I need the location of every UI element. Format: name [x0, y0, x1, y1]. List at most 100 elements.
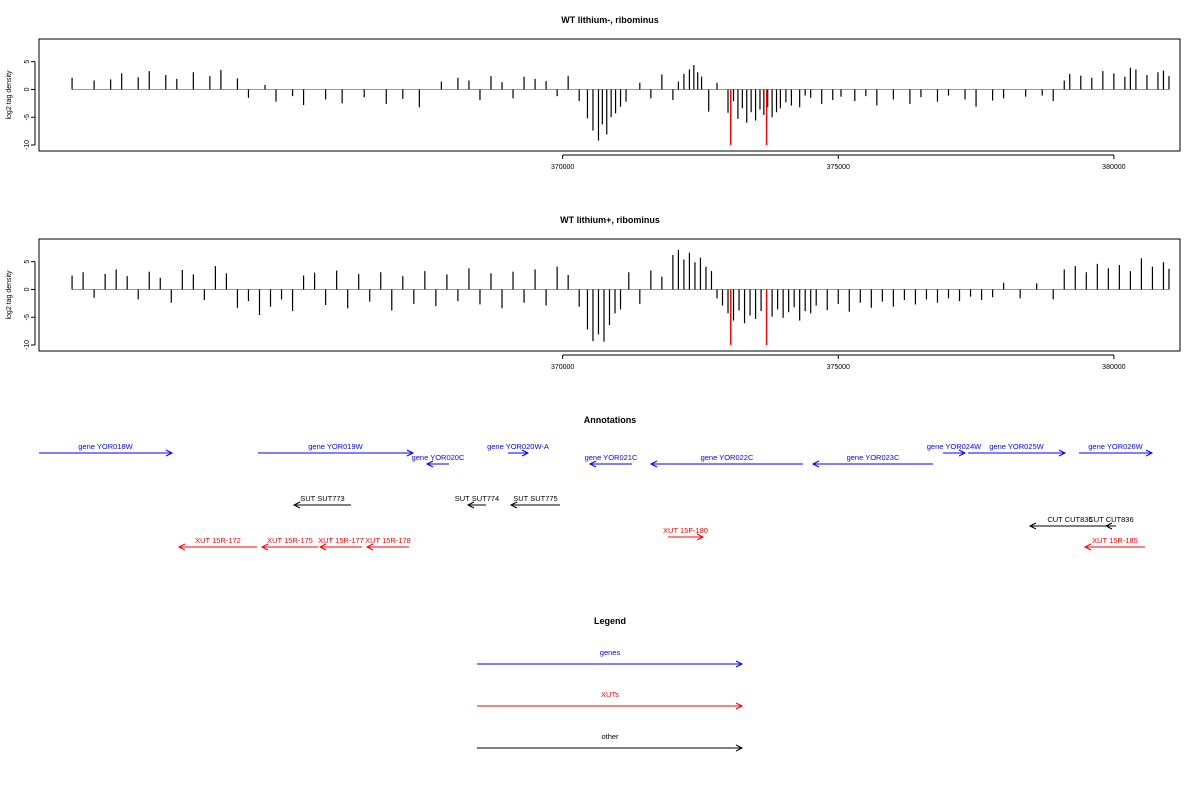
x-tick-label: 375000 [827, 164, 850, 171]
arrow-head [1145, 449, 1154, 457]
annotation-feature: CUT CUT835 [1028, 515, 1110, 530]
arrow-head [649, 460, 658, 468]
annotation-feature: SUT SUT774 [455, 494, 499, 509]
annotation-label: XUT 15R-178 [365, 536, 411, 545]
panel-2-frame [38, 238, 1181, 352]
arrow-head [1104, 522, 1113, 530]
legend-items: genes XUTs other [477, 648, 744, 752]
annotation-feature: gene YOR023C [811, 453, 933, 468]
annotation-feature: SUT SUT773 [292, 494, 351, 509]
arrow-head [466, 501, 475, 509]
annotation-label: XUT 15F-180 [663, 526, 708, 535]
annotation-feature: XUT 15F-180 [663, 526, 708, 541]
annotation-feature: XUT 15R-172 [177, 536, 257, 551]
arrow-head [958, 449, 967, 457]
arrow-head [260, 543, 269, 551]
annotation-label: gene YOR020C [412, 453, 465, 462]
panel-1-title: WT lithium-, ribominus [561, 15, 659, 25]
arrow-head [735, 660, 744, 668]
arrow-head [735, 744, 744, 752]
arrow-head [1058, 449, 1067, 457]
y-tick-label: 0 [24, 87, 31, 91]
panel-1-frame [38, 38, 1181, 152]
annotation-label: SUT SUT775 [513, 494, 557, 503]
y-tick-label: -5 [24, 314, 31, 320]
annotation-label: gene YOR019W [308, 442, 363, 451]
legend-entry: genes [477, 648, 744, 668]
annotation-feature: XUT 15R-175 [260, 536, 318, 551]
annotation-feature: XUT 15R-185 [1083, 536, 1145, 551]
annotation-feature: gene YOR022C [649, 453, 803, 468]
arrow-head [425, 460, 434, 468]
legend-label: XUTs [601, 690, 619, 699]
annotation-feature: gene YOR020C [412, 453, 465, 468]
y-tick-label: 5 [24, 60, 31, 64]
arrow-head [177, 543, 186, 551]
annotation-feature: gene YOR025W [968, 442, 1067, 457]
arrow-head [1083, 543, 1092, 551]
annotation-label: SUT SUT774 [455, 494, 499, 503]
y-tick-label: -10 [24, 340, 31, 350]
annotation-feature: gene YOR021C [585, 453, 638, 468]
arrow-head [521, 449, 530, 457]
panel-1-axes: 5 0 -5 -10 370000 375000 380000 [24, 60, 1126, 171]
annotation-feature: CUT CUT836 [1088, 515, 1134, 530]
y-tick-label: 5 [24, 260, 31, 264]
annotation-feature: gene YOR020W-A [487, 442, 549, 457]
x-tick-label: 380000 [1102, 164, 1125, 171]
annotations-title: Annotations [584, 415, 637, 425]
arrow-head [365, 543, 374, 551]
panel-1-bars [71, 65, 1170, 145]
arrow-head [292, 501, 301, 509]
track-panel-1: WT lithium-, ribominus 5 0 -5 -10 370000 3750… [6, 15, 1181, 171]
panel-2-title: WT lithium+, ribominus [560, 215, 660, 225]
x-tick-label: 375000 [827, 364, 850, 371]
arrow-head [509, 501, 518, 509]
panel-2-axes: 5 0 -5 -10 370000 375000 380000 [24, 260, 1126, 371]
legend-entry: other [477, 732, 744, 752]
arrow-head [165, 449, 174, 457]
annotation-label: gene YOR023C [847, 453, 900, 462]
legend-title: Legend [594, 616, 626, 626]
annotation-label: XUT 15R-177 [318, 536, 364, 545]
y-tick-label: 0 [24, 287, 31, 291]
annotation-label: gene YOR022C [701, 453, 754, 462]
annotation-label: SUT SUT773 [300, 494, 344, 503]
annotation-feature: SUT SUT775 [509, 494, 560, 509]
arrow-head [811, 460, 820, 468]
panel-2-bars [71, 250, 1170, 345]
arrow-head [406, 449, 415, 457]
track-panel-2: WT lithium+, ribominus 5 0 -5 -10 370000 3750… [6, 215, 1181, 371]
annotation-feature: gene YOR024W [927, 442, 982, 457]
annotation-label: CUT CUT836 [1088, 515, 1133, 524]
annotation-label: XUT 15R-172 [195, 536, 241, 545]
annotation-label: gene YOR020W-A [487, 442, 549, 451]
annotations-panel: Annotations gene YOR018W gene YOR019Wgene… [39, 415, 1154, 551]
arrow-head [318, 543, 327, 551]
x-tick-label: 370000 [551, 164, 574, 171]
annotation-feature: XUT 15R-177 [318, 536, 364, 551]
annotation-feature: XUT 15R-178 [365, 536, 411, 551]
y-tick-label: -5 [24, 114, 31, 120]
annotation-label: XUT 15R-175 [267, 536, 313, 545]
panel-1-ylabel: log2 tag density [6, 70, 13, 120]
x-tick-label: 380000 [1102, 364, 1125, 371]
panel-2-ylabel: log2 tag density [6, 270, 13, 320]
annotation-items: gene YOR018W gene YOR019W gene YOR020C gene… [39, 442, 1154, 551]
legend-panel: Legend genes XUTs other [477, 616, 744, 752]
annotation-feature: gene YOR018W [39, 442, 174, 457]
arrow-head [735, 702, 744, 710]
x-tick-label: 370000 [551, 364, 574, 371]
annotation-label: XUT 15R-185 [1092, 536, 1138, 545]
annotation-label: gene YOR025W [989, 442, 1044, 451]
annotation-feature: gene YOR026W [1079, 442, 1154, 457]
annotation-label: gene YOR021C [585, 453, 638, 462]
annotation-label: gene YOR026W [1088, 442, 1143, 451]
y-tick-label: -10 [24, 140, 31, 150]
annotation-label: gene YOR024W [927, 442, 982, 451]
annotation-label: gene YOR018W [78, 442, 133, 451]
legend-label: other [601, 732, 619, 741]
arrow-head [696, 533, 705, 541]
arrow-head [588, 460, 597, 468]
